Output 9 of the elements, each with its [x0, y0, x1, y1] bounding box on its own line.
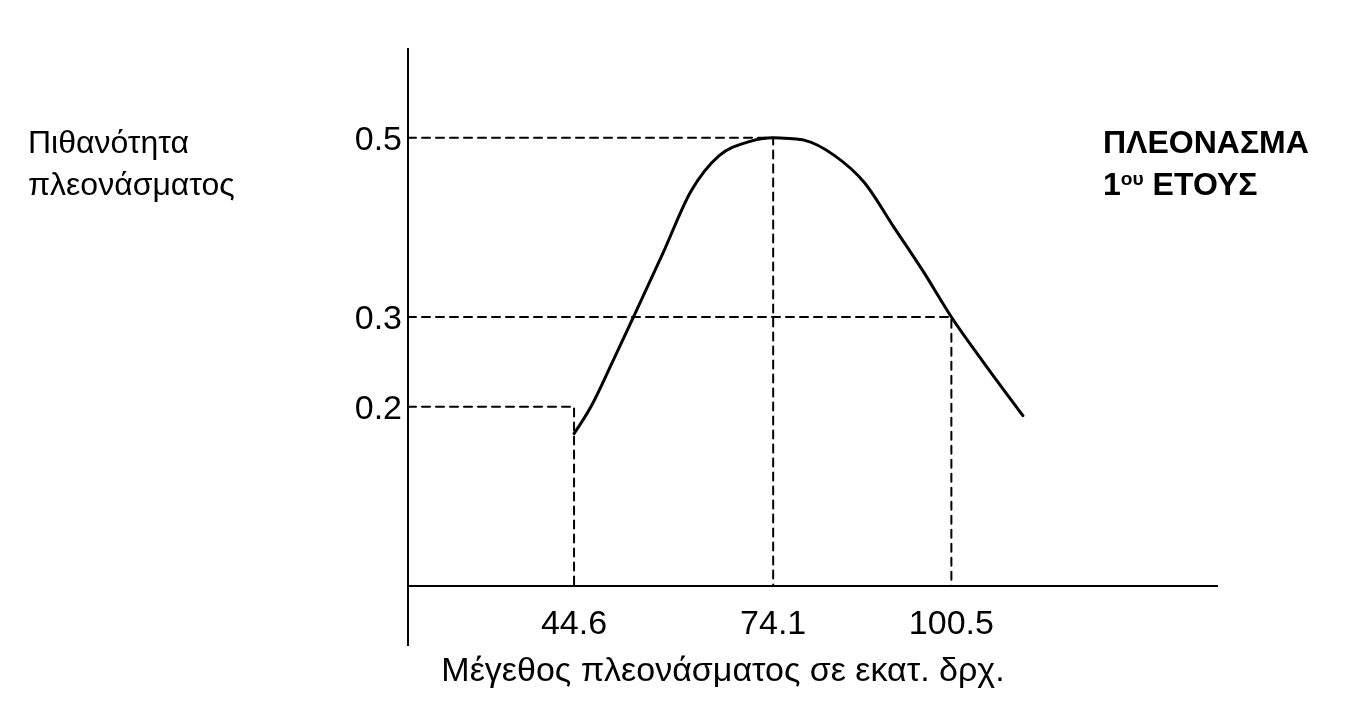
text: ΠΛΕΟΝΑΣΜΑ 1$^{ου}$ ΕΤΟΥΣ	[1103, 124, 1309, 202]
y-tick-label: 0.5	[354, 118, 402, 157]
y-tick-label: 0.3	[354, 298, 402, 336]
x-tick-label: 74.1	[740, 603, 807, 641]
x-axis-title: Μέγεθος πλεονάσματος σε εκατ. δρχ.	[441, 650, 1005, 688]
y-axis-title: Πιθανότητα πλεονάσματος	[28, 124, 235, 202]
x-tick-label: 44.6	[540, 603, 608, 641]
x-tick-label: 100.5	[908, 603, 994, 641]
y-tick-label: 0.2	[354, 387, 402, 426]
